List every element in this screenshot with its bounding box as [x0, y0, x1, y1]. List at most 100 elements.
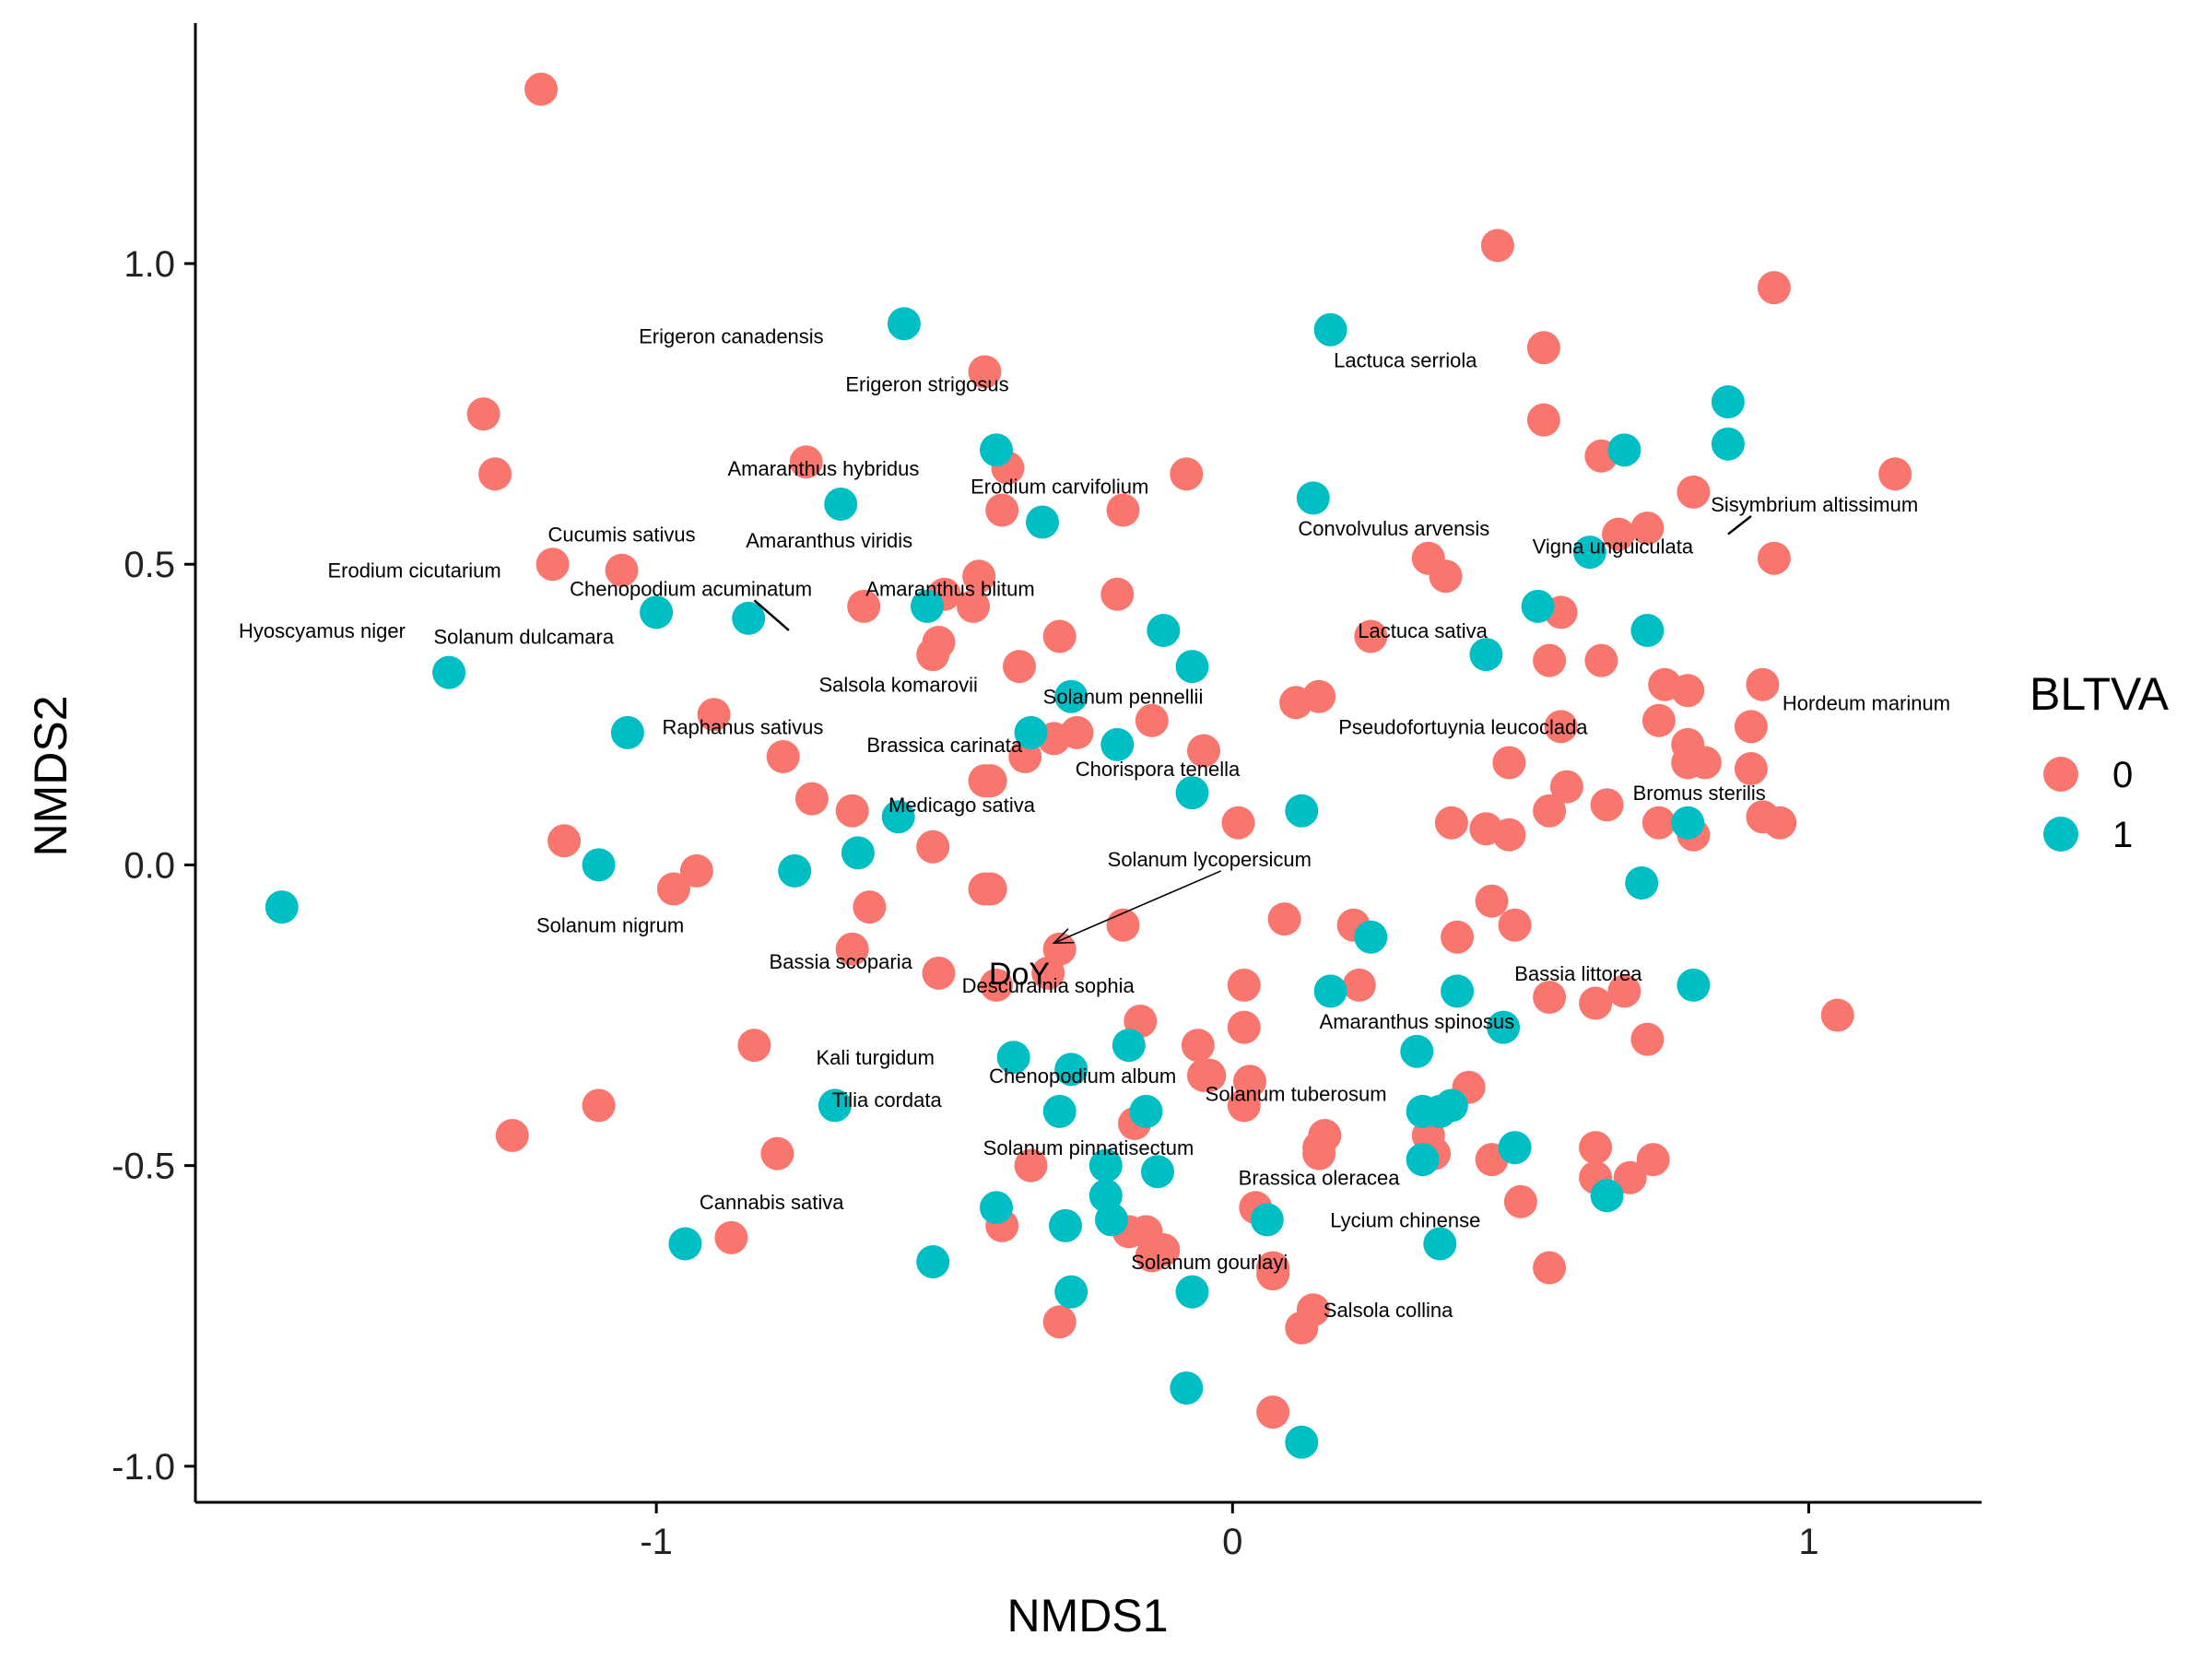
point-bltva-0: [980, 968, 1013, 1002]
point-bltva-1: [841, 836, 875, 870]
legend-key-0: [2043, 757, 2078, 792]
point-bltva-1: [881, 800, 915, 834]
point-bltva-1: [610, 715, 644, 749]
point-bltva-0: [962, 559, 996, 594]
point-bltva-0: [1434, 806, 1468, 840]
legend-key-1: [2043, 817, 2078, 852]
point-bltva-1: [1590, 1179, 1624, 1213]
point-bltva-1: [818, 1088, 852, 1123]
point-bltva-0: [1671, 674, 1705, 708]
point-bltva-0: [1533, 643, 1567, 677]
point-bltva-1: [582, 848, 616, 882]
point-bltva-0: [1677, 475, 1711, 509]
species-label: Lactuca sativa: [1358, 619, 1488, 642]
point-bltva-0: [1106, 493, 1140, 527]
point-bltva-1: [1141, 1155, 1174, 1189]
species-label: Erodium cicutarium: [327, 559, 500, 582]
species-label: Convolvulus arvensis: [1298, 517, 1489, 540]
point-bltva-1: [1049, 1208, 1082, 1242]
species-label: Medicago sativa: [888, 794, 1036, 817]
point-bltva-1: [1042, 1094, 1077, 1128]
point-bltva-1: [1406, 1143, 1440, 1177]
point-bltva-0: [973, 764, 1007, 798]
point-bltva-1: [1423, 1227, 1457, 1261]
point-bltva-1: [1677, 968, 1711, 1002]
point-bltva-1: [1487, 1010, 1521, 1044]
point-bltva-0: [968, 355, 1002, 389]
point-bltva-0: [1342, 968, 1376, 1002]
point-bltva-1: [1100, 727, 1135, 761]
species-label: Amaranthus spinosus: [1320, 1010, 1515, 1033]
label-leader-line: [1727, 515, 1752, 535]
point-bltva-0: [1734, 752, 1768, 785]
x-tick-label: 0: [1222, 1522, 1242, 1562]
point-bltva-0: [535, 547, 570, 582]
species-label: Pseudofortuynia leucocladа: [1338, 715, 1588, 738]
point-bltva-0: [1302, 679, 1336, 713]
point-bltva-0: [656, 872, 690, 906]
point-bltva-1: [1129, 1094, 1163, 1128]
point-bltva-0: [1533, 981, 1567, 1014]
x-tick-label: 1: [1798, 1522, 1818, 1562]
point-bltva-0: [1285, 1311, 1319, 1345]
point-bltva-0: [1533, 1251, 1567, 1285]
y-tick-label: 0.5: [124, 545, 175, 585]
point-bltva-1: [1175, 776, 1209, 810]
point-bltva-1: [996, 1041, 1030, 1075]
point-bltva-0: [1042, 619, 1077, 653]
point-bltva-1: [1400, 1034, 1434, 1068]
point-bltva-0: [1170, 457, 1204, 491]
point-bltva-1: [1054, 679, 1088, 713]
point-bltva-0: [1630, 512, 1665, 545]
point-bltva-0: [835, 794, 869, 828]
point-bltva-0: [1636, 1143, 1670, 1177]
point-bltva-0: [1641, 703, 1676, 737]
species-label: Solanum gourlayi: [1131, 1251, 1288, 1274]
point-bltva-0: [1003, 650, 1036, 684]
point-bltva-1: [732, 601, 766, 635]
species-label: Kali turgidum: [817, 1046, 935, 1069]
point-bltva-1: [1313, 974, 1347, 1008]
point-bltva-1: [265, 890, 299, 924]
species-label: Bromus sterilis: [1633, 782, 1766, 805]
species-label: Bassia scoparia: [770, 950, 913, 973]
point-bltva-1: [1671, 806, 1705, 840]
point-bltva-1: [1147, 614, 1181, 647]
x-axis-title: NMDS1: [1006, 1590, 1168, 1641]
point-bltva-1: [916, 1245, 950, 1278]
point-bltva-0: [1227, 968, 1261, 1002]
legend-label-0: 0: [2112, 755, 2133, 795]
point-bltva-0: [1757, 271, 1791, 305]
point-bltva-0: [679, 853, 713, 888]
point-bltva-0: [916, 830, 950, 864]
point-bltva-0: [1526, 403, 1560, 437]
point-bltva-0: [1579, 986, 1613, 1020]
point-bltva-1: [1014, 715, 1048, 749]
point-bltva-1: [1498, 1131, 1532, 1165]
point-bltva-1: [1285, 794, 1319, 828]
species-label: Solanum dulcamara: [433, 626, 614, 649]
point-bltva-0: [1641, 806, 1676, 840]
y-tick-label: 1.0: [124, 244, 175, 285]
species-label: Amaranthus viridis: [746, 529, 912, 552]
points-layer: [265, 72, 1912, 1459]
point-bltva-1: [432, 655, 466, 689]
point-bltva-1: [980, 433, 1013, 467]
point-bltva-0: [1135, 1239, 1169, 1273]
axes-layer: -1 0 1 -1.0 -0.5 0.0 0.5 1.0: [112, 23, 1982, 1562]
species-label: Amaranthus hybridus: [727, 457, 919, 480]
point-bltva-0: [1256, 1257, 1290, 1291]
point-bltva-1: [668, 1227, 702, 1261]
point-bltva-0: [1549, 770, 1583, 804]
species-label: Chorispora tenella: [1076, 758, 1241, 781]
point-bltva-1: [1313, 312, 1347, 347]
point-bltva-0: [1607, 974, 1641, 1008]
point-bltva-0: [1187, 734, 1220, 768]
point-bltva-0: [1763, 806, 1797, 840]
species-label: Erodium carvifolium: [971, 475, 1148, 498]
point-bltva-0: [1820, 998, 1854, 1032]
species-label: Descurainia sophia: [962, 974, 1135, 997]
point-bltva-1: [1095, 1203, 1128, 1237]
point-bltva-0: [847, 589, 881, 623]
